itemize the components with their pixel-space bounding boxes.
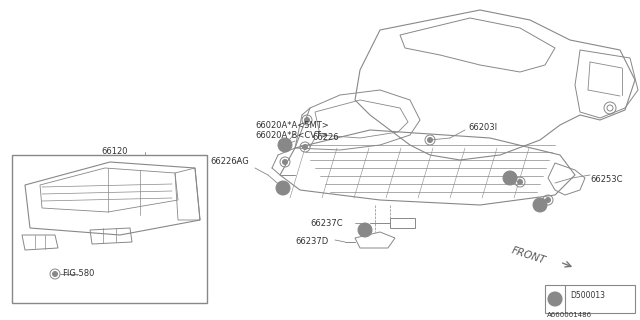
Text: 1: 1 bbox=[363, 226, 367, 235]
Text: 66237C: 66237C bbox=[310, 219, 342, 228]
Circle shape bbox=[358, 223, 372, 237]
Circle shape bbox=[52, 271, 58, 276]
Circle shape bbox=[278, 138, 292, 152]
Circle shape bbox=[548, 292, 562, 306]
Text: 1: 1 bbox=[283, 140, 287, 149]
Text: D500013: D500013 bbox=[570, 292, 605, 300]
Text: 1: 1 bbox=[508, 173, 513, 182]
Circle shape bbox=[545, 197, 550, 203]
Circle shape bbox=[503, 171, 517, 185]
Circle shape bbox=[533, 198, 547, 212]
Text: 66226AG: 66226AG bbox=[210, 157, 249, 166]
Text: 66120: 66120 bbox=[102, 148, 128, 156]
Bar bbox=[545, 285, 635, 313]
Bar bbox=[12, 155, 207, 303]
Text: 1: 1 bbox=[280, 183, 285, 193]
Text: FRONT: FRONT bbox=[510, 246, 547, 266]
Text: 1: 1 bbox=[552, 294, 557, 303]
Circle shape bbox=[518, 180, 522, 185]
Text: 66253C: 66253C bbox=[590, 175, 623, 185]
Circle shape bbox=[305, 117, 310, 123]
Circle shape bbox=[428, 138, 433, 142]
Text: 66203I: 66203I bbox=[468, 124, 497, 132]
Text: A660001486: A660001486 bbox=[547, 312, 592, 318]
Text: FIG.580: FIG.580 bbox=[62, 269, 94, 278]
Circle shape bbox=[303, 145, 307, 149]
Text: 66020A*B<CVT>: 66020A*B<CVT> bbox=[255, 131, 328, 140]
Text: 1: 1 bbox=[538, 201, 542, 210]
Circle shape bbox=[276, 181, 290, 195]
Circle shape bbox=[282, 159, 287, 164]
Text: 66237D: 66237D bbox=[295, 236, 328, 245]
Text: 66226: 66226 bbox=[312, 133, 339, 142]
Text: 66020A*A<5MT>: 66020A*A<5MT> bbox=[255, 121, 329, 130]
